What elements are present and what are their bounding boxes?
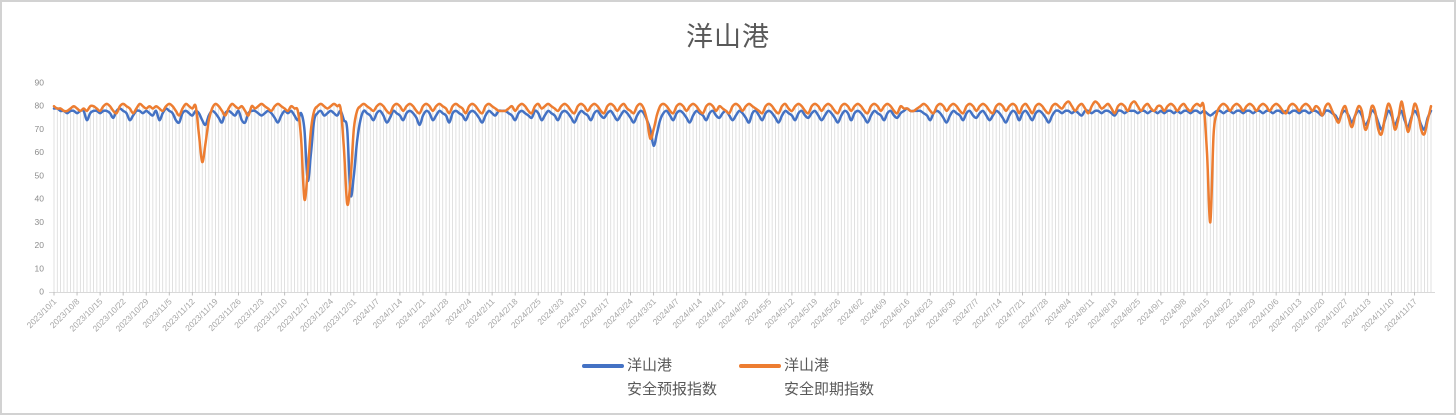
legend-item-forecast-index: 洋山港 安全预报指数 <box>581 354 717 402</box>
forecast-index-series-line <box>52 107 1433 198</box>
y-axis-tick-label: 50 <box>35 170 45 180</box>
legend-label-line2: 安全预报指数 <box>626 381 717 398</box>
y-axis-tick-label: 70 <box>35 124 45 134</box>
legend-label-line1: 洋山港 <box>784 357 830 374</box>
y-axis-tick-label: 10 <box>35 263 45 273</box>
y-axis-tick-label: 40 <box>35 194 45 204</box>
forecast-series-swatch-icon <box>581 364 624 368</box>
y-axis-tick-label: 0 <box>39 287 44 297</box>
y-axis-tick-label: 60 <box>35 147 45 157</box>
legend-item-spot-index: 洋山港 安全即期指数 <box>739 354 874 402</box>
y-axis-tick-label: 80 <box>35 101 45 111</box>
y-axis-tick-label: 20 <box>35 240 45 250</box>
spot-index-series-line <box>52 100 1433 224</box>
chart-title: 洋山港 <box>686 22 770 52</box>
spot-series-swatch-icon <box>739 364 781 368</box>
chart-legend: 洋山港 安全预报指数 洋山港 安全即期指数 <box>2 354 1454 402</box>
y-axis-tick-label: 30 <box>35 217 45 227</box>
y-axis-tick-label: 90 <box>35 78 45 88</box>
legend-label-line1: 洋山港 <box>626 357 672 374</box>
legend-label-line2: 安全即期指数 <box>784 381 875 398</box>
